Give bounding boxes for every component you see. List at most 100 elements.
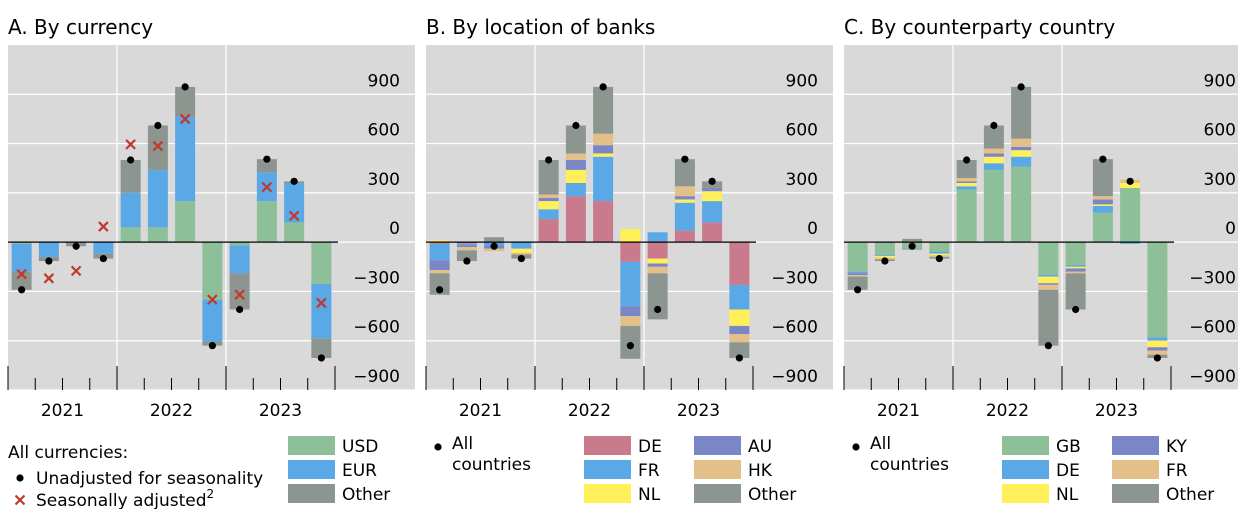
- y-tick-label: −600: [1189, 318, 1236, 338]
- marker-dot: [1072, 305, 1080, 314]
- cross-stroke: [152, 140, 164, 152]
- bar-segment: [674, 202, 695, 231]
- bar-segment: [847, 271, 868, 274]
- marker-dot: [545, 156, 553, 164]
- bar-segment: [284, 183, 305, 223]
- marker-cross: [98, 221, 109, 232]
- x-group-label: 2022: [986, 401, 1029, 421]
- marker-dot: [935, 254, 943, 263]
- legend-text: Seasonally adjusted: [36, 491, 207, 509]
- marker-dot: [99, 254, 107, 263]
- bar-segment: [593, 156, 614, 202]
- bar-segment: [147, 169, 168, 228]
- marker-dot: [45, 257, 53, 265]
- bar-segment: [538, 201, 559, 210]
- marker-dot: [263, 155, 271, 163]
- bar-segment: [256, 201, 277, 243]
- marker-dot: [990, 121, 998, 130]
- legend-swatch: [694, 484, 741, 503]
- marker-dot: [127, 156, 135, 164]
- bar-segment: [11, 242, 32, 244]
- y-tick-label: −300: [1189, 268, 1236, 288]
- marker-dot: [317, 354, 325, 362]
- bar-segment: [429, 273, 450, 295]
- bar-segment: [429, 242, 450, 244]
- bar-segment: [1011, 138, 1032, 147]
- y-tick-label: −900: [771, 367, 818, 387]
- bar-segment: [729, 309, 750, 326]
- bar-segment: [429, 260, 450, 271]
- legend-marker: [852, 443, 860, 451]
- bar-segment: [1038, 289, 1059, 346]
- y-tick-label: 600: [786, 121, 818, 141]
- bar-segment: [175, 201, 196, 243]
- bar-segment: [674, 159, 695, 187]
- marker-dot: [1044, 342, 1052, 350]
- bar-segment: [956, 189, 977, 243]
- legend-label: AU: [748, 437, 772, 457]
- marker-cross: [70, 265, 82, 277]
- bar-segment: [874, 255, 895, 257]
- marker-dot: [963, 156, 971, 164]
- marker-cross: [125, 139, 136, 150]
- marker-dot: [290, 177, 298, 185]
- marker-dot: [72, 242, 80, 250]
- bar-segment: [456, 250, 477, 262]
- bar-segment: [456, 243, 477, 246]
- y-tick-label: −600: [771, 318, 818, 338]
- legend-text: Unadjusted for seasonality: [36, 469, 263, 489]
- legend-swatch: [288, 484, 335, 503]
- bar-segment: [538, 160, 559, 195]
- bar-segment: [120, 160, 141, 193]
- legend-swatch: [1002, 484, 1049, 503]
- marker-dot: [181, 83, 189, 91]
- legend-swatch: [1112, 460, 1159, 479]
- bar-segment: [565, 183, 586, 197]
- marker-cross: [43, 273, 55, 284]
- bar-segment: [175, 116, 196, 202]
- legend-label: EUR: [342, 461, 377, 481]
- marker-dot: [1017, 83, 1025, 91]
- bar-segment: [702, 201, 723, 223]
- bar-segment: [729, 342, 750, 358]
- bar-segment: [593, 153, 614, 157]
- bar-segment: [93, 242, 114, 254]
- marker-dot: [908, 242, 916, 250]
- bar-segment: [147, 227, 168, 243]
- bar-segment: [902, 238, 923, 243]
- legend-label: USD: [342, 437, 378, 457]
- bar-segment: [565, 153, 586, 160]
- bar-segment: [511, 242, 532, 249]
- bar-segment: [647, 266, 668, 274]
- bar-segment: [202, 299, 223, 342]
- marker-cross: [152, 140, 164, 152]
- legend-marker: [434, 443, 442, 451]
- legend-label: KY: [1166, 437, 1188, 457]
- legend-label: GB: [1056, 437, 1081, 457]
- bar-segment: [147, 125, 168, 170]
- bar-segment: [593, 145, 614, 154]
- marker-cross: [207, 294, 218, 305]
- bar-segment: [847, 273, 868, 275]
- bar-segment: [729, 325, 750, 335]
- legend-label: FR: [1166, 461, 1188, 481]
- bar-segment: [983, 163, 1004, 170]
- bar-segment: [1065, 268, 1086, 272]
- bar-segment: [956, 186, 977, 190]
- bar-segment: [729, 334, 750, 343]
- legend-swatch: [1112, 436, 1159, 455]
- marker-cross: [261, 181, 273, 193]
- marker-dot: [626, 342, 634, 350]
- y-tick-label: 300: [786, 170, 818, 190]
- legend-label: All countries: [870, 434, 949, 475]
- marker-cross: [179, 113, 191, 125]
- bar-segment: [1038, 275, 1059, 277]
- marker-dot: [599, 83, 607, 91]
- legend-swatch: [584, 436, 631, 455]
- bar-segment: [229, 245, 250, 274]
- marker-dot: [436, 286, 444, 294]
- bar-segment: [929, 252, 950, 254]
- y-tick-label: 300: [1204, 170, 1236, 190]
- marker-dot: [735, 354, 743, 362]
- bar-segment: [429, 270, 450, 274]
